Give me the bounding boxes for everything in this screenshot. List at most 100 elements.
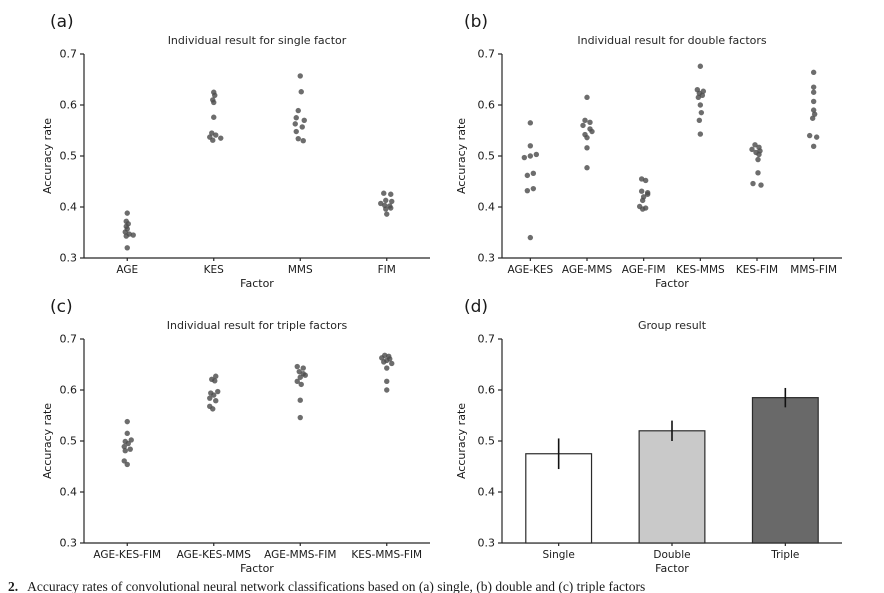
- y-tick-label: 0.3: [478, 537, 496, 550]
- data-point: [294, 378, 300, 385]
- data-point: [810, 107, 817, 113]
- data-point: [642, 177, 649, 184]
- data-point: [697, 102, 704, 108]
- data-point: [700, 88, 707, 94]
- panel-a-plot: 0.3 0.4 0.5 0.6 0.7 Accuracy rate AGE KES MMS FIM…: [41, 48, 430, 290]
- data-point: [293, 115, 299, 121]
- bar: [638, 430, 706, 544]
- data-point: [587, 119, 593, 126]
- data-point: [211, 114, 217, 120]
- y-axis-label: Accuracy rate: [455, 118, 468, 194]
- data-point: [756, 151, 762, 158]
- data-point: [124, 418, 130, 425]
- data-point: [755, 156, 761, 163]
- data-point: [584, 134, 590, 141]
- y-tick-label: 0.5: [60, 435, 78, 448]
- data-point: [383, 197, 389, 204]
- data-point: [211, 392, 217, 398]
- panel-d: (d) Group result 0.3 0.4 0.5 0.6 0.7 Accuracy…: [452, 291, 880, 576]
- data-point: [298, 381, 304, 388]
- bar: [751, 397, 819, 544]
- data-point: [750, 180, 756, 187]
- data-point: [297, 374, 303, 380]
- data-point: [300, 138, 306, 144]
- data-point: [209, 130, 215, 136]
- y-tick-label: 0.7: [60, 333, 78, 346]
- data-point: [130, 232, 136, 238]
- data-point: [584, 94, 590, 101]
- data-point: [213, 398, 219, 404]
- data-point: [292, 121, 298, 127]
- y-axis-label: Accuracy rate: [455, 403, 468, 479]
- data-point: [127, 446, 133, 452]
- x-tick-label: AGE-FIM: [622, 264, 666, 276]
- y-tick-label: 0.5: [478, 435, 496, 448]
- data-point: [302, 372, 308, 378]
- y-tick-label: 0.4: [478, 486, 496, 499]
- data-point: [699, 92, 706, 99]
- x-tick-label: AGE-MMS-FIM: [264, 549, 336, 561]
- data-point: [524, 187, 531, 194]
- y-tick-label: 0.5: [478, 150, 496, 163]
- data-point: [755, 170, 761, 176]
- data-point: [212, 92, 218, 99]
- data-point: [212, 378, 218, 384]
- data-point: [810, 143, 817, 150]
- data-point: [384, 211, 390, 217]
- data-point: [301, 117, 307, 124]
- caption-number: 2.: [8, 579, 19, 593]
- data-point: [295, 135, 301, 142]
- data-point: [294, 363, 300, 370]
- data-point: [584, 165, 590, 171]
- data-point: [810, 98, 817, 105]
- data-point: [384, 365, 390, 371]
- data-point: [521, 154, 528, 161]
- y-tick-label: 0.3: [478, 252, 496, 265]
- x-tick-label: MMS: [288, 264, 313, 276]
- data-point: [752, 142, 758, 148]
- y-tick-label: 0.6: [478, 99, 496, 112]
- y-tick-label: 0.3: [60, 537, 78, 550]
- data-point: [810, 84, 817, 90]
- data-point: [524, 172, 531, 179]
- y-tick-label: 0.3: [60, 252, 78, 265]
- data-point: [527, 153, 534, 159]
- panel-c-letter: (c): [50, 297, 73, 317]
- x-tick-label: AGE: [116, 264, 138, 276]
- y-tick-label: 0.4: [478, 201, 496, 214]
- x-axis-label: Factor: [240, 562, 274, 575]
- data-point: [384, 387, 390, 393]
- data-point: [589, 128, 595, 135]
- data-point: [299, 124, 305, 130]
- data-point: [810, 89, 817, 95]
- data-point: [806, 132, 813, 139]
- data-point: [383, 206, 389, 212]
- x-axis-label: Factor: [655, 277, 689, 290]
- x-tick-label: AGE-KES-MMS: [177, 549, 252, 561]
- panel-a: (a) Individual result for single factor …: [38, 6, 448, 291]
- x-axis-label: Factor: [240, 277, 274, 290]
- y-tick-label: 0.6: [60, 384, 78, 397]
- x-tick-label: AGE-KES-FIM: [93, 549, 161, 561]
- panel-d-title: Group result: [637, 319, 707, 332]
- data-point: [128, 437, 134, 443]
- data-point: [749, 146, 755, 153]
- data-point: [210, 137, 216, 143]
- y-axis-label: Accuracy rate: [41, 403, 54, 479]
- data-point: [296, 368, 302, 375]
- data-point: [698, 109, 705, 116]
- y-axis-label: Accuracy rate: [41, 118, 54, 194]
- panel-b-title: Individual result for double factors: [577, 34, 767, 47]
- data-point: [388, 205, 394, 211]
- data-point: [530, 170, 537, 177]
- data-point: [580, 122, 586, 129]
- panel-b-plot: 0.3 0.4 0.5 0.6 0.7 Accuracy rate AGE-KES AGE-M…: [455, 48, 842, 290]
- data-point: [695, 94, 702, 101]
- data-point: [297, 73, 303, 79]
- data-point: [809, 115, 816, 121]
- data-point: [213, 373, 219, 379]
- data-point: [300, 365, 306, 371]
- data-point: [124, 210, 130, 216]
- data-point: [584, 145, 590, 151]
